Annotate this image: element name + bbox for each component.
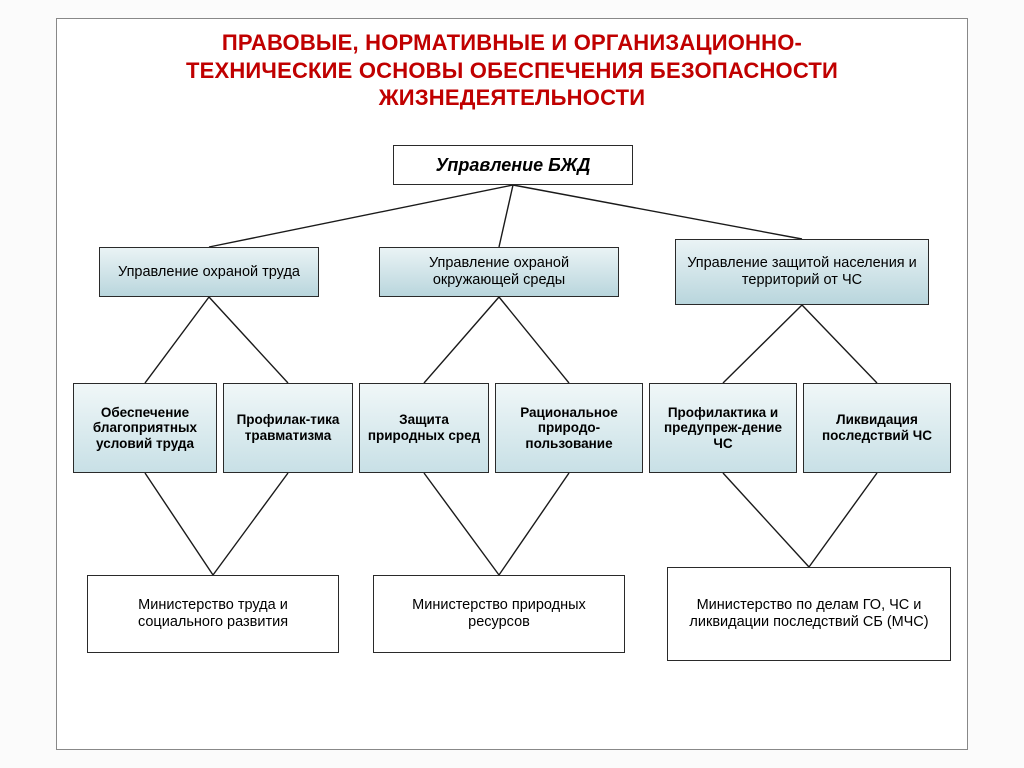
node-l2b: Профилак-тика травматизма [223, 383, 353, 473]
node-label: Министерство труда и социального развити… [94, 597, 332, 630]
node-l2f: Ликвидация последствий ЧС [803, 383, 951, 473]
node-l2c: Защита природных сред [359, 383, 489, 473]
edge [499, 473, 569, 575]
node-l1a: Управление охраной труда [99, 247, 319, 297]
edge [499, 185, 513, 247]
node-root: Управление БЖД [393, 145, 633, 185]
node-label: Ликвидация последствий ЧС [810, 412, 944, 443]
node-label: Профилактика и предупреж-дение ЧС [656, 405, 790, 452]
node-label: Министерство по делам ГО, ЧС и ликвидаци… [674, 597, 944, 630]
node-l3c: Министерство по делам ГО, ЧС и ликвидаци… [667, 567, 951, 661]
diagram-frame: ПРАВОВЫЕ, НОРМАТИВНЫЕ И ОРГАНИЗАЦИОННО- … [56, 18, 968, 750]
edge [802, 305, 877, 383]
edge [723, 473, 809, 567]
title-line-2: ТЕХНИЧЕСКИЕ ОСНОВЫ ОБЕСПЕЧЕНИЯ БЕЗОПАСНО… [97, 57, 927, 85]
node-label: Управление БЖД [436, 155, 591, 176]
node-label: Министерство природных ресурсов [380, 597, 618, 630]
node-l2e: Профилактика и предупреж-дение ЧС [649, 383, 797, 473]
edge [209, 185, 513, 247]
edge [723, 305, 802, 383]
edge [424, 297, 499, 383]
node-l1b: Управление охраной окружающей среды [379, 247, 619, 297]
edge [145, 297, 209, 383]
node-l3a: Министерство труда и социального развити… [87, 575, 339, 653]
node-l2a: Обеспечение благоприятных условий труда [73, 383, 217, 473]
node-l3b: Министерство природных ресурсов [373, 575, 625, 653]
edge [424, 473, 499, 575]
edge [809, 473, 877, 567]
edge [213, 473, 288, 575]
edge [499, 297, 569, 383]
node-label: Управление охраной труда [118, 264, 300, 281]
edge [209, 297, 288, 383]
edge [513, 185, 802, 239]
node-l1c: Управление защитой населения и территори… [675, 239, 929, 305]
diagram-canvas: Управление БЖД Управление охраной труда Уп… [57, 135, 969, 751]
node-label: Управление охраной окружающей среды [386, 255, 612, 288]
title-line-3: ЖИЗНЕДЕЯТЕЛЬНОСТИ [97, 84, 927, 112]
edge [145, 473, 213, 575]
node-label: Управление защитой населения и территори… [682, 255, 922, 288]
node-label: Обеспечение благоприятных условий труда [80, 405, 210, 452]
node-label: Рациональное природо-пользование [502, 405, 636, 452]
title-line-1: ПРАВОВЫЕ, НОРМАТИВНЫЕ И ОРГАНИЗАЦИОННО- [97, 29, 927, 57]
page-title: ПРАВОВЫЕ, НОРМАТИВНЫЕ И ОРГАНИЗАЦИОННО- … [57, 19, 967, 118]
node-label: Защита природных сред [366, 412, 482, 443]
node-l2d: Рациональное природо-пользование [495, 383, 643, 473]
node-label: Профилак-тика травматизма [230, 412, 346, 443]
